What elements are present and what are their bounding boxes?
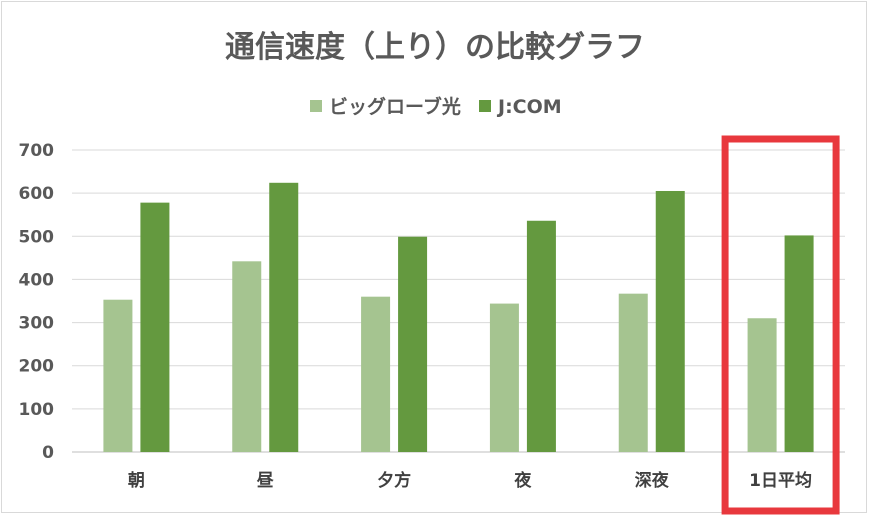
bar-jcom-4 — [655, 190, 685, 452]
category-label: 昼 — [257, 471, 274, 491]
category-label: 夕方 — [377, 470, 411, 491]
bar-jcom-2 — [398, 236, 428, 452]
legend-swatch-bigl — [310, 100, 322, 112]
category-label: 1日平均 — [749, 470, 812, 491]
bar-jcom-3 — [526, 220, 556, 452]
chart-title: 通信速度（上り）の比較グラフ — [225, 30, 645, 65]
category-labels: 朝 昼 夕方 夜 深夜 1日平均 — [128, 470, 812, 491]
category-label: 夜 — [513, 470, 532, 491]
y-tick-label: 500 — [19, 227, 55, 247]
y-tick-label: 600 — [19, 184, 55, 204]
legend-label-bigl: ビッグローブ光 — [329, 95, 461, 118]
bars — [103, 182, 814, 452]
bar-bigl-1 — [232, 261, 262, 452]
legend-swatch-jcom — [479, 100, 491, 112]
category-label: 朝 — [128, 470, 145, 491]
y-tick-label: 700 — [19, 141, 55, 161]
bar-jcom-5 — [784, 235, 814, 452]
bar-bigl-5 — [747, 318, 777, 452]
bar-bigl-2 — [361, 296, 391, 452]
y-tick-label: 0 — [42, 443, 54, 463]
bar-bigl-0 — [103, 299, 133, 452]
y-tick-label: 300 — [19, 314, 55, 334]
bar-jcom-1 — [269, 182, 299, 452]
y-tick-label: 100 — [19, 400, 55, 420]
gridlines — [72, 149, 845, 453]
category-label: 深夜 — [635, 470, 670, 491]
y-tick-label: 400 — [19, 270, 55, 290]
bar-bigl-3 — [489, 303, 519, 452]
y-axis-ticks: 0 100 200 300 400 500 600 700 — [19, 141, 55, 463]
bar-jcom-0 — [140, 202, 170, 452]
legend: ビッグローブ光 J:COM — [310, 95, 562, 118]
y-tick-label: 200 — [19, 357, 55, 377]
bar-bigl-4 — [618, 293, 648, 452]
legend-label-jcom: J:COM — [496, 96, 562, 118]
highlight-box — [721, 135, 840, 515]
